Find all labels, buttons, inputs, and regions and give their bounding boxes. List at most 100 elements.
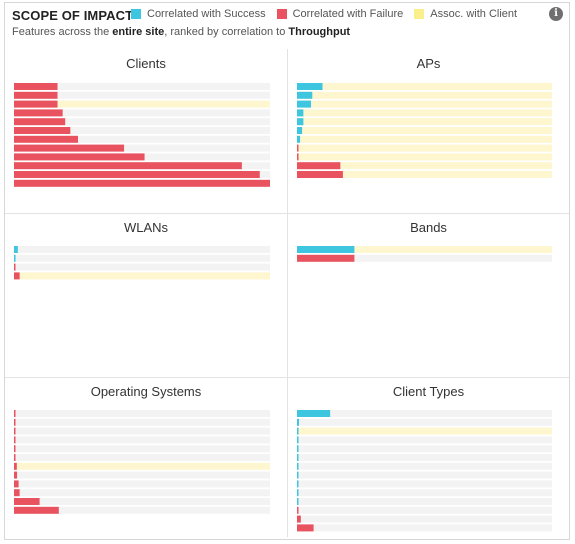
bar-failure[interactable] [14, 162, 242, 170]
bar-track [14, 498, 270, 505]
bar-failure[interactable] [297, 162, 341, 170]
bar-success[interactable] [297, 418, 300, 426]
bar-track-associated [297, 91, 552, 99]
chart-clients [14, 83, 270, 187]
panel-title-aps: APs [416, 56, 441, 71]
bar-success[interactable] [297, 471, 299, 479]
bar-track [14, 454, 270, 461]
bar-failure[interactable] [14, 135, 78, 143]
bar-failure[interactable] [14, 171, 260, 178]
bar-failure[interactable] [14, 410, 16, 417]
bar-track [297, 471, 552, 479]
bar-failure[interactable] [297, 515, 301, 523]
bar-failure[interactable] [14, 127, 71, 134]
bar-track [14, 118, 270, 126]
legend-swatch-failure [276, 9, 287, 19]
panel-client-types: Client Types [288, 378, 569, 537]
bar-failure[interactable] [14, 454, 16, 461]
bar-failure[interactable] [14, 427, 16, 435]
bar-success[interactable] [297, 118, 304, 126]
bar-failure[interactable] [14, 272, 20, 280]
bar-success[interactable] [297, 135, 301, 143]
bar-failure[interactable] [14, 489, 20, 497]
panel-clients: Clients [5, 50, 287, 213]
bar-track-associated [297, 427, 552, 435]
bar-failure[interactable] [14, 462, 17, 470]
subtitle-mid: , ranked by correlation to [164, 26, 289, 38]
bar-failure[interactable] [297, 254, 355, 262]
bar-success[interactable] [297, 462, 299, 470]
bar-track [297, 498, 552, 505]
bar-failure[interactable] [14, 179, 270, 187]
bar-success[interactable] [297, 91, 313, 99]
bar-success[interactable] [14, 254, 16, 262]
bar-track [14, 263, 270, 271]
legend-swatch-success [131, 9, 141, 19]
bar-track [14, 427, 270, 435]
bar-track-associated [297, 135, 552, 143]
bar-failure[interactable] [14, 91, 58, 99]
bar-failure[interactable] [297, 153, 299, 161]
bar-failure[interactable] [14, 506, 59, 514]
bar-failure[interactable] [14, 118, 66, 126]
chart-client-types [297, 410, 552, 532]
bar-failure[interactable] [14, 480, 19, 488]
panel-operating-systems: Operating Systems [5, 378, 287, 537]
bar-success[interactable] [297, 436, 299, 444]
bar-track [14, 254, 270, 262]
bar-failure[interactable] [14, 471, 18, 479]
bar-track [297, 454, 552, 461]
bar-track-associated [297, 100, 552, 108]
bar-track-associated [297, 127, 552, 134]
bar-failure[interactable] [14, 100, 58, 108]
bar-success[interactable] [297, 246, 355, 253]
bar-track-associated [297, 118, 552, 126]
panel-title-client-types: Client Types [392, 384, 465, 399]
bar-success[interactable] [297, 83, 323, 90]
bar-track [297, 436, 552, 444]
bar-track-associated [297, 162, 552, 170]
info-icon[interactable]: i [549, 7, 563, 21]
bar-failure[interactable] [14, 498, 40, 505]
bar-failure[interactable] [14, 263, 16, 271]
panel-title-clients: Clients [126, 56, 166, 71]
bar-success[interactable] [297, 454, 299, 461]
bar-track-associated [297, 144, 552, 152]
bar-track [297, 418, 552, 426]
legend-item-success[interactable]: Correlated with Success [131, 8, 266, 20]
bar-success[interactable] [297, 427, 299, 435]
bar-success[interactable] [297, 498, 299, 505]
bar-success[interactable] [297, 410, 331, 417]
grid-divider-vertical [287, 49, 288, 537]
bar-track-associated [297, 246, 552, 253]
bar-success[interactable] [297, 480, 299, 488]
bar-failure[interactable] [14, 418, 16, 426]
bar-track [14, 246, 270, 253]
bar-success[interactable] [297, 445, 299, 453]
subtitle-prefix: Features across the [12, 26, 113, 38]
bar-success[interactable] [297, 489, 299, 497]
bar-success[interactable] [14, 246, 18, 253]
bar-failure[interactable] [14, 445, 16, 453]
bar-track [14, 489, 270, 497]
legend-item-assoc[interactable]: Assoc. with Client [414, 8, 517, 20]
bar-success[interactable] [297, 127, 303, 134]
panel-wlans: WLANs [5, 214, 287, 377]
bar-success[interactable] [297, 100, 312, 108]
bar-track [297, 462, 552, 470]
legend-item-failure[interactable]: Correlated with Failure [276, 8, 404, 20]
legend-label-failure: Correlated with Failure [292, 8, 404, 20]
bar-failure[interactable] [297, 506, 299, 514]
bar-failure[interactable] [14, 144, 125, 152]
bar-track [297, 524, 552, 532]
bar-failure[interactable] [14, 436, 16, 444]
bar-failure[interactable] [297, 171, 343, 178]
bar-failure[interactable] [14, 153, 145, 161]
chart-aps [297, 83, 552, 178]
bar-success[interactable] [297, 109, 304, 117]
bar-failure[interactable] [14, 109, 63, 117]
bar-failure[interactable] [297, 524, 314, 532]
bar-track [14, 410, 270, 417]
bar-failure[interactable] [14, 83, 58, 90]
bar-failure[interactable] [297, 144, 299, 152]
